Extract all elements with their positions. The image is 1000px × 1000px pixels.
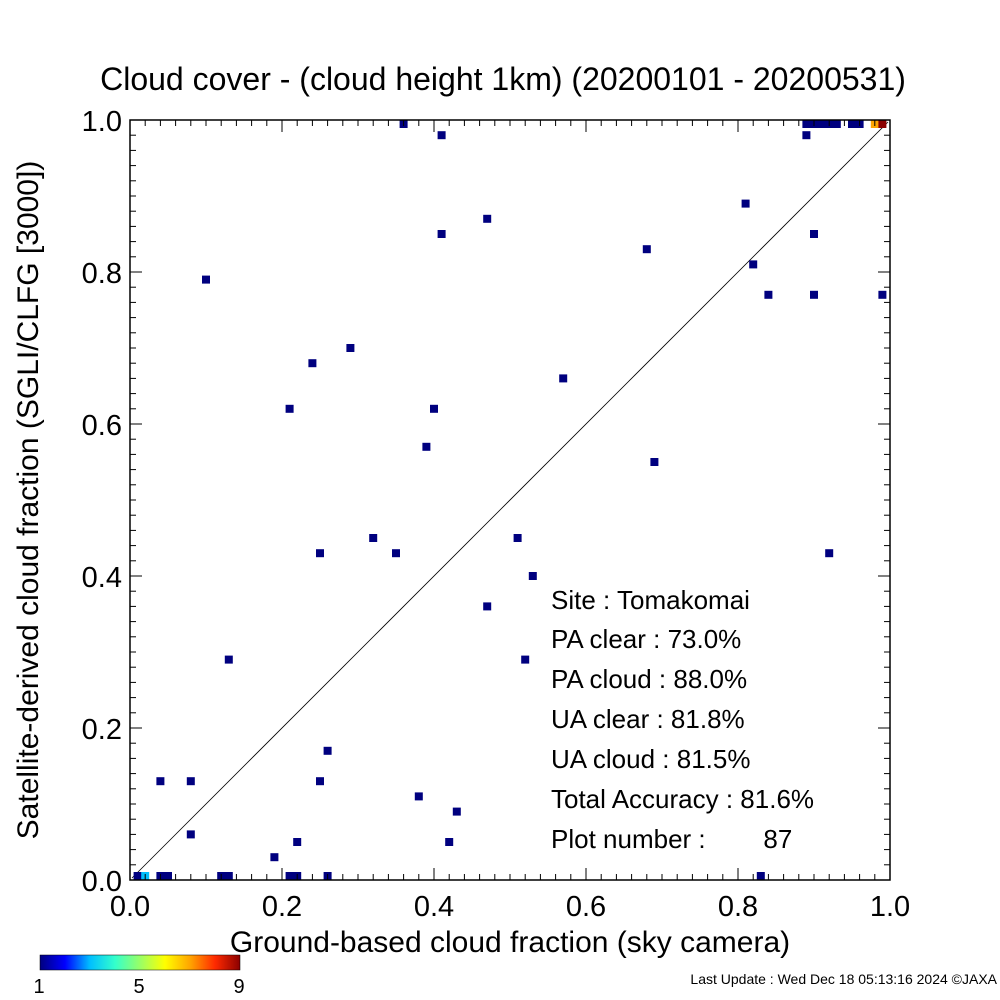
data-point <box>270 853 279 862</box>
data-point <box>437 230 446 238</box>
x-tick-label: 0.2 <box>262 891 302 923</box>
stat-ua-clear: UA clear : 81.8% <box>551 704 745 734</box>
data-point <box>642 245 651 254</box>
data-point <box>878 120 887 128</box>
x-tick-label: 0.6 <box>566 891 606 923</box>
data-point <box>756 872 765 880</box>
data-point <box>369 534 378 542</box>
data-point <box>316 549 324 558</box>
data-point <box>323 746 332 755</box>
data-point <box>559 374 568 383</box>
data-point <box>346 344 355 352</box>
data-point <box>202 275 210 284</box>
data-point <box>164 872 172 880</box>
data-point <box>878 290 887 299</box>
colorbar-label-max: 9 <box>233 976 244 998</box>
y-axis-label: Satellite-derived cloud fraction (SGLI/C… <box>12 161 45 840</box>
chart-title: Cloud cover - (cloud height 1km) (202001… <box>100 61 906 97</box>
y-tick-label: 1.0 <box>82 106 122 138</box>
data-point <box>224 655 233 664</box>
data-point <box>749 260 758 269</box>
data-point <box>741 199 750 208</box>
data-point <box>802 120 811 128</box>
data-point <box>825 549 834 558</box>
data-point <box>414 792 423 801</box>
y-tick-label: 0.0 <box>82 866 122 898</box>
data-point <box>285 404 294 413</box>
data-point <box>445 838 454 846</box>
stat-site: Site : Tomakomai <box>551 585 750 615</box>
colorbar-label-mid: 5 <box>133 976 144 998</box>
data-point <box>422 442 431 451</box>
data-point <box>392 549 400 558</box>
data-point <box>848 120 856 128</box>
stats-panel: Site : Tomakomai PA clear : 73.0% PA clo… <box>551 585 814 854</box>
y-tick-label: 0.6 <box>82 410 122 442</box>
stat-plot-number: Plot number : 87 <box>551 824 792 854</box>
x-tick-label: 1.0 <box>870 891 910 923</box>
x-axis-label: Ground-based cloud fraction (sky camera) <box>230 926 790 959</box>
data-point <box>521 655 530 664</box>
colorbar-label-min: 1 <box>33 976 44 998</box>
last-update-footer: Last Update : Wed Dec 18 05:13:16 2024 ©… <box>690 971 997 987</box>
stat-pa-clear: PA clear : 73.0% <box>551 624 741 654</box>
data-point <box>224 872 233 880</box>
data-point <box>293 838 302 846</box>
data-point <box>810 230 818 238</box>
data-point <box>528 572 537 580</box>
data-point <box>186 777 195 786</box>
x-tick-label: 0.4 <box>414 891 454 923</box>
data-point <box>437 131 446 140</box>
data-point <box>483 602 492 611</box>
data-point <box>430 404 438 413</box>
data-point <box>832 120 841 128</box>
data-point <box>316 777 324 786</box>
colorbar: 1 5 9 <box>33 954 245 998</box>
data-point <box>452 807 461 816</box>
data-point <box>764 290 773 299</box>
data-point <box>810 290 818 299</box>
data-point <box>817 120 826 128</box>
stat-pa-cloud: PA cloud : 88.0% <box>551 664 747 694</box>
x-tick-label: 0.0 <box>110 891 150 923</box>
y-tick-label: 0.2 <box>82 714 122 746</box>
axis-ticks: 0.0 0.2 0.4 0.6 0.8 1.0 0.0 0.2 0.4 0.6 0.8 1.0 <box>82 106 910 923</box>
data-point <box>802 131 811 140</box>
y-tick-label: 0.4 <box>82 562 122 594</box>
identity-diagonal <box>131 121 889 879</box>
data-point <box>186 830 195 839</box>
data-point <box>156 777 165 786</box>
stat-ua-cloud: UA cloud : 81.5% <box>551 744 750 774</box>
data-point <box>483 214 492 223</box>
data-point <box>513 534 522 542</box>
data-point <box>650 458 659 466</box>
x-tick-label: 0.8 <box>718 891 758 923</box>
stat-total-accuracy: Total Accuracy : 81.6% <box>551 784 814 814</box>
colorbar-ramp <box>39 954 241 971</box>
y-tick-label: 0.8 <box>82 258 122 290</box>
data-point <box>308 359 317 368</box>
data-point <box>285 872 294 880</box>
data-point <box>133 872 142 880</box>
